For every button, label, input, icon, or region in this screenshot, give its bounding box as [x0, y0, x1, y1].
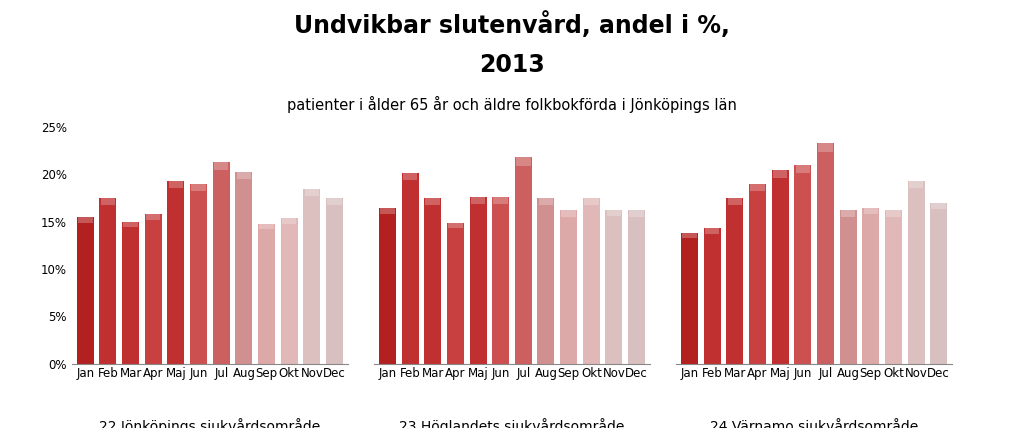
- Bar: [282, 218, 297, 224]
- Bar: [78, 217, 92, 223]
- Bar: [494, 197, 508, 204]
- Bar: [539, 198, 553, 205]
- Bar: [471, 197, 485, 204]
- Text: 24 Värnamo sjukvårdsområde: 24 Värnamo sjukvårdsområde: [710, 418, 919, 428]
- Bar: [818, 143, 833, 152]
- Bar: [191, 184, 206, 191]
- Bar: [425, 198, 440, 205]
- Bar: [560, 211, 578, 364]
- Bar: [214, 162, 228, 170]
- Bar: [561, 211, 575, 217]
- Bar: [122, 222, 139, 364]
- Bar: [515, 158, 531, 364]
- Bar: [169, 181, 183, 188]
- Bar: [449, 223, 463, 229]
- Bar: [885, 211, 902, 364]
- Bar: [168, 181, 184, 364]
- Bar: [146, 214, 161, 220]
- Bar: [930, 203, 947, 364]
- Bar: [584, 198, 599, 205]
- Bar: [236, 172, 252, 364]
- Bar: [470, 197, 486, 364]
- Bar: [237, 172, 251, 179]
- Bar: [99, 198, 117, 364]
- Bar: [909, 181, 924, 188]
- Bar: [281, 218, 298, 364]
- Bar: [326, 198, 343, 364]
- Bar: [123, 222, 138, 228]
- Bar: [796, 165, 810, 173]
- Text: patienter i ålder 65 år och äldre folkbokförda i Jönköpings län: patienter i ålder 65 år och äldre folkbo…: [287, 96, 737, 113]
- Bar: [402, 172, 417, 180]
- Bar: [77, 217, 94, 364]
- Bar: [144, 214, 162, 364]
- Bar: [682, 233, 696, 238]
- Bar: [493, 197, 509, 364]
- Bar: [380, 208, 394, 214]
- Bar: [213, 162, 229, 364]
- Bar: [538, 198, 554, 364]
- Bar: [907, 181, 925, 364]
- Bar: [583, 198, 600, 364]
- Bar: [379, 208, 396, 364]
- Text: 23 Höglandets sjukvårdsområde: 23 Höglandets sjukvårdsområde: [399, 418, 625, 428]
- Bar: [795, 165, 811, 364]
- Bar: [862, 208, 880, 364]
- Bar: [100, 198, 115, 205]
- Bar: [259, 224, 273, 229]
- Bar: [772, 170, 788, 364]
- Bar: [703, 229, 721, 364]
- Bar: [258, 224, 275, 364]
- Text: 22 Jönköpings sjukvårdsområde: 22 Jönköpings sjukvårdsområde: [99, 418, 321, 428]
- Bar: [840, 211, 856, 364]
- Bar: [726, 198, 743, 364]
- Bar: [401, 172, 419, 364]
- Bar: [424, 198, 441, 364]
- Bar: [751, 184, 765, 191]
- Bar: [886, 211, 901, 217]
- Bar: [607, 210, 622, 216]
- Bar: [773, 170, 787, 178]
- Bar: [630, 211, 644, 217]
- Bar: [446, 223, 464, 364]
- Bar: [705, 229, 719, 234]
- Text: 2013: 2013: [479, 54, 545, 77]
- Bar: [817, 143, 834, 364]
- Bar: [863, 208, 878, 214]
- Bar: [328, 198, 342, 205]
- Bar: [932, 203, 946, 209]
- Bar: [628, 211, 645, 364]
- Bar: [303, 189, 321, 364]
- Bar: [305, 189, 319, 196]
- Bar: [749, 184, 766, 364]
- Bar: [190, 184, 207, 364]
- Bar: [841, 211, 855, 217]
- Bar: [605, 210, 623, 364]
- Bar: [681, 233, 698, 364]
- Text: Undvikbar slutenvård, andel i %,: Undvikbar slutenvård, andel i %,: [294, 11, 730, 38]
- Bar: [516, 158, 530, 166]
- Bar: [727, 198, 742, 205]
